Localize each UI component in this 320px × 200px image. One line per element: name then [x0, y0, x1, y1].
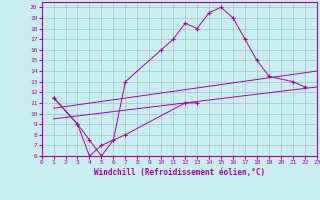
X-axis label: Windchill (Refroidissement éolien,°C): Windchill (Refroidissement éolien,°C) [94, 168, 265, 177]
